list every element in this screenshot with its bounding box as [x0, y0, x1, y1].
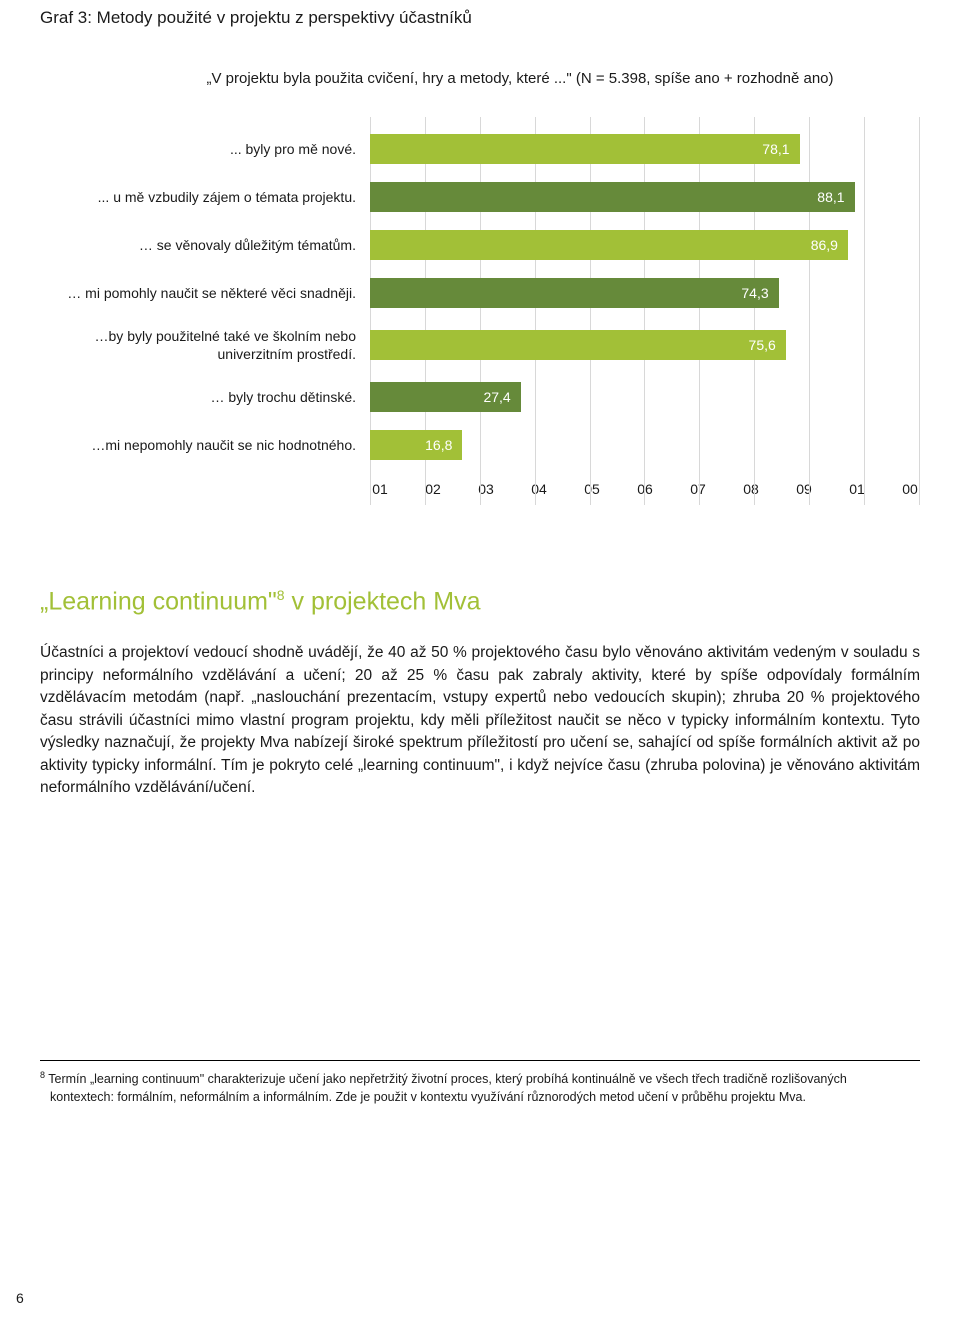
footnote: 8 Termín „learning continuum" charakteri… [40, 1069, 920, 1106]
bar-category-label: …by byly použitelné také ve školním nebo… [40, 327, 370, 363]
heading-pre: „Learning continuum" [40, 587, 277, 615]
chart-title: Graf 3: Metody použité v projektu z pers… [40, 8, 920, 28]
bar: 88,1 [370, 182, 855, 212]
heading-post: v projektech Mva [285, 587, 481, 615]
chart-bars-column: 78,188,186,974,375,627,416,8 01020304050… [370, 125, 920, 497]
chart-x-axis: 01 02 03 04 05 06 07 08 09 01 00 [370, 481, 920, 497]
bar: 16,8 [370, 430, 462, 460]
bar-category-label: … se věnovaly důležitým tématům. [40, 236, 370, 254]
bar-chart: ... byly pro mě nové. ... u mě vzbudily z… [40, 125, 920, 497]
bar: 86,9 [370, 230, 848, 260]
x-tick-label: 03 [476, 481, 496, 497]
x-tick-label: 05 [582, 481, 602, 497]
page-number: 6 [16, 1290, 24, 1306]
chart-labels-column: ... byly pro mě nové. ... u mě vzbudily z… [40, 125, 370, 497]
x-tick-label: 07 [688, 481, 708, 497]
chart-subtitle: „V projektu byla použita cvičení, hry a … [120, 70, 920, 87]
heading-sup: 8 [277, 587, 285, 603]
x-tick-label: 01 [847, 481, 867, 497]
footnote-rule [40, 1060, 920, 1061]
x-tick-label: 02 [423, 481, 443, 497]
bar: 75,6 [370, 330, 786, 360]
bar-category-label: … byly trochu dětinské. [40, 388, 370, 406]
bar-category-label: ... byly pro mě nové. [40, 140, 370, 158]
x-tick-label: 00 [900, 481, 920, 497]
bar-category-label: … mi pomohly naučit se některé věci snad… [40, 284, 370, 302]
bar: 27,4 [370, 382, 521, 412]
section-heading: „Learning continuum"8 v projektech Mva [40, 587, 920, 616]
footnote-line2: kontextech: formálním, neformálním a inf… [40, 1090, 806, 1104]
footnote-line1: Termín „learning continuum" charakterizu… [45, 1072, 847, 1086]
bar-category-label: ... u mě vzbudily zájem o témata projekt… [40, 188, 370, 206]
x-tick-label: 09 [794, 481, 814, 497]
x-tick-label: 06 [635, 481, 655, 497]
bar-category-label: …mi nepomohly naučit se nic hodnotného. [40, 436, 370, 454]
x-tick-label: 04 [529, 481, 549, 497]
section-body: Účastníci a projektoví vedoucí shodně uv… [40, 642, 920, 799]
x-tick-label: 08 [741, 481, 761, 497]
bar: 74,3 [370, 278, 779, 308]
bar: 78,1 [370, 134, 800, 164]
x-tick-label: 01 [370, 481, 390, 497]
